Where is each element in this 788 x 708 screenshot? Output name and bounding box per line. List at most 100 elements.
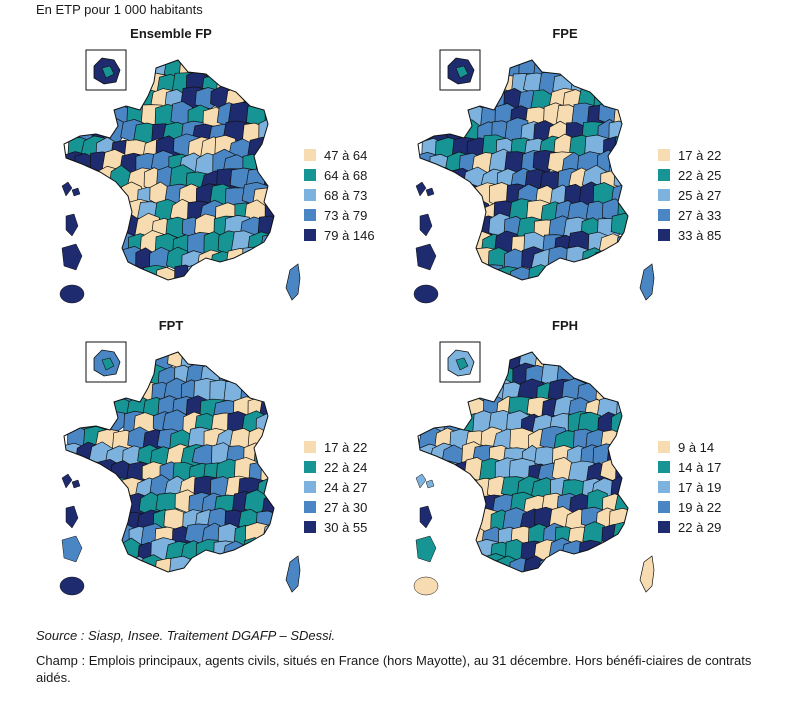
department-shape <box>449 490 478 516</box>
department-shape <box>227 60 252 80</box>
legend-swatch <box>304 209 316 221</box>
department-shape <box>80 202 108 226</box>
legend-swatch <box>304 169 316 181</box>
france-outline <box>417 59 629 281</box>
department-shape <box>436 233 461 260</box>
department-shape <box>97 523 123 551</box>
legend-label: 27 à 30 <box>324 499 368 515</box>
legend-label: 68 à 73 <box>324 187 368 203</box>
department-shape <box>614 427 628 452</box>
department-shape <box>253 60 274 84</box>
legend-label: 73 à 79 <box>324 207 368 223</box>
department-shape <box>155 266 177 280</box>
department-shape <box>91 380 114 405</box>
department-shape <box>442 88 471 113</box>
legend-item: 22 à 29 <box>658 518 721 536</box>
department-shape <box>109 261 138 280</box>
map-panel-fph: FPH 9 à 14 14 à 17 17 à 19 19 à 22 22 à 29 <box>390 318 750 608</box>
legend-swatch <box>304 481 316 493</box>
department-shape <box>450 266 479 280</box>
department-shape <box>96 197 123 224</box>
department-shape <box>434 262 459 280</box>
department-shape <box>458 215 483 243</box>
department-shape <box>434 495 463 520</box>
department-shape <box>80 229 104 259</box>
department-shape <box>218 262 242 280</box>
department-shape <box>597 556 628 572</box>
department-shape <box>422 165 448 192</box>
choropleth-map <box>413 49 655 304</box>
panel-title: FPT <box>158 318 184 333</box>
legend-swatch <box>658 501 670 513</box>
department-shape <box>580 352 608 375</box>
corsica-shape <box>285 263 301 301</box>
panel-title: Ensemble FP <box>130 26 212 41</box>
department-shape <box>608 352 628 373</box>
department-shape <box>614 556 628 572</box>
overseas-departments <box>413 181 439 304</box>
department-shape <box>259 557 274 572</box>
legend-label: 9 à 14 <box>678 439 715 455</box>
department-shape <box>247 559 271 572</box>
guyane-shape <box>415 535 437 563</box>
guadeloupe-shape <box>415 473 427 489</box>
department-shape <box>585 264 612 280</box>
department-shape <box>433 554 460 572</box>
department-shape <box>243 537 269 563</box>
department-shape <box>104 217 128 243</box>
legend-item: 27 à 33 <box>658 206 721 224</box>
department-shape <box>88 507 115 535</box>
paris-inset <box>439 49 481 91</box>
department-shape <box>247 231 274 258</box>
department-shape <box>83 491 107 518</box>
department-shape <box>125 363 151 391</box>
legend-label: 22 à 25 <box>678 167 722 183</box>
department-shape <box>601 261 626 280</box>
guadeloupe-shape <box>415 181 427 197</box>
department-shape <box>428 218 456 244</box>
legend-item: 47 à 64 <box>304 146 375 164</box>
legend-swatch <box>658 521 670 533</box>
department-shape <box>615 233 628 260</box>
department-shape <box>90 87 116 112</box>
panel-title: FPH <box>552 318 578 333</box>
legend-label: 47 à 64 <box>324 147 368 163</box>
department-shape <box>90 248 116 274</box>
department-shape <box>198 262 226 280</box>
legend-item: 17 à 22 <box>304 438 367 456</box>
department-shape <box>75 185 99 212</box>
legend-label: 64 à 68 <box>324 167 368 183</box>
department-shape <box>201 553 230 572</box>
department-shape <box>565 352 589 372</box>
legend-item: 17 à 19 <box>658 478 721 496</box>
department-shape <box>83 264 113 280</box>
department-shape <box>442 184 467 209</box>
department-shape <box>74 89 104 116</box>
department-shape <box>129 72 151 98</box>
department-shape <box>264 101 274 129</box>
department-shape <box>93 556 119 572</box>
department-shape <box>432 507 459 531</box>
legend-item: 30 à 55 <box>304 518 367 536</box>
legend-label: 27 à 33 <box>678 207 722 223</box>
legend-swatch <box>304 229 316 241</box>
legend-swatch <box>658 229 670 241</box>
department-shape <box>99 264 121 280</box>
legend-swatch <box>304 149 316 161</box>
department-shape <box>262 137 274 162</box>
overseas-departments <box>413 473 439 596</box>
department-shape <box>79 399 107 424</box>
paris-inset <box>85 49 127 91</box>
legend-item: 9 à 14 <box>658 438 721 456</box>
department-shape <box>260 363 274 391</box>
reunion-shape <box>413 284 439 304</box>
department-shape <box>84 522 112 545</box>
department-shape <box>580 60 609 83</box>
overseas-departments <box>59 473 85 596</box>
department-shape <box>614 74 628 97</box>
guadeloupe-shape <box>61 473 73 489</box>
department-shape <box>76 505 100 532</box>
map-panel-fpt: FPT 17 à 22 22 à 24 24 à 27 27 à 30 30 à 55 <box>36 318 396 608</box>
choropleth-map <box>59 49 301 304</box>
legend-swatch <box>658 169 670 181</box>
